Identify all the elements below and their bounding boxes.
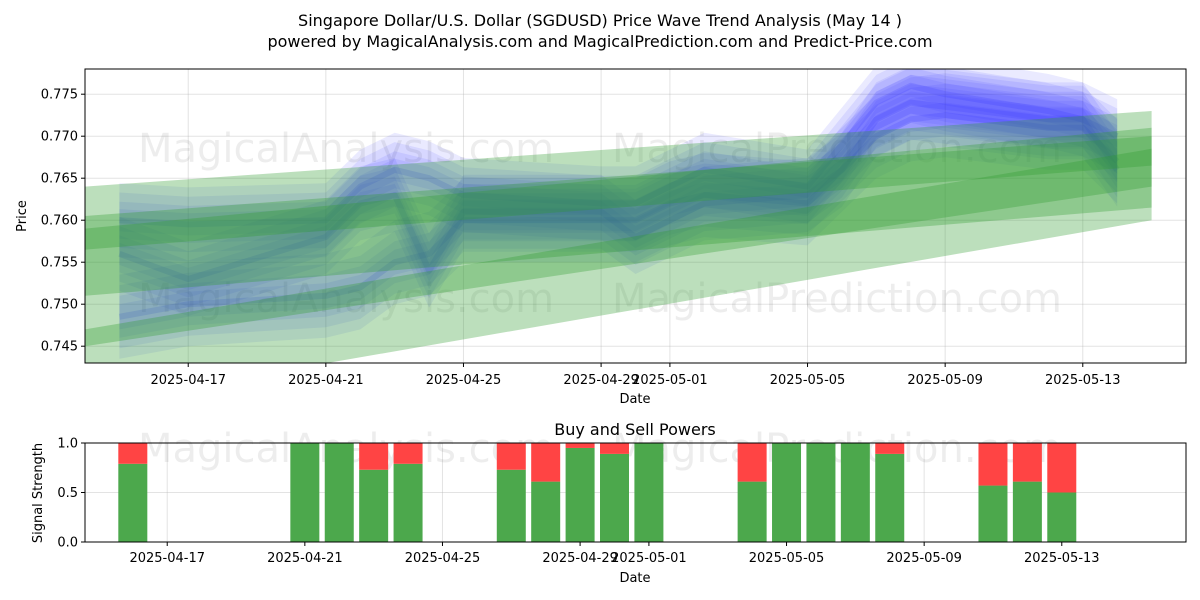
price-x-tick-label: 2025-04-17: [150, 373, 226, 388]
buy-bar: [393, 463, 423, 542]
buy-bar: [737, 481, 767, 542]
sell-bar: [118, 443, 148, 464]
buy-bar: [875, 453, 905, 542]
price-y-tick-label: 0.745: [41, 340, 78, 355]
price-y-axis-label: Price: [15, 200, 30, 232]
signal-y-tick-label: 0.5: [57, 486, 78, 501]
price-wave-panel: MagicalAnalysis.com MagicalPrediction.co…: [15, 68, 1187, 407]
buy-bar: [600, 453, 629, 542]
buy-bar: [1012, 481, 1042, 542]
buy-bar: [978, 485, 1008, 542]
buy-bar: [840, 443, 870, 542]
buy-bar: [565, 447, 595, 542]
sell-bar: [565, 443, 595, 448]
price-x-tick-label: 2025-04-29: [563, 373, 639, 388]
buy-sell-title: Buy and Sell Powers: [554, 420, 716, 439]
signal-x-tick-label: 2025-05-05: [749, 551, 825, 566]
price-y-tick-label: 0.760: [41, 214, 78, 229]
sell-bar: [359, 443, 389, 470]
blue-wave-band: [119, 69, 1118, 316]
buy-bar: [772, 443, 802, 542]
watermark-prediction-mid: MagicalPrediction.com: [612, 276, 1062, 322]
sell-bar: [496, 443, 526, 470]
price-y-tick-label: 0.750: [41, 298, 78, 313]
blue-wave-band: [119, 69, 1118, 262]
price-x-tick-label: 2025-05-09: [907, 373, 983, 388]
signal-x-tick-label: 2025-04-17: [129, 551, 205, 566]
blue-wave-band: [119, 74, 1118, 307]
signal-x-ticks: 2025-04-17 2025-04-21 2025-04-25 2025-04-29…: [129, 542, 1100, 566]
price-x-axis-label: Date: [619, 392, 650, 407]
green-trend-band: [85, 111, 1152, 296]
blue-wave-line: [118, 112, 1120, 320]
signal-y-ticks: 0.0 0.5 1.0: [57, 437, 85, 551]
signal-x-tick-label: 2025-05-01: [611, 551, 687, 566]
buy-bar: [118, 463, 148, 542]
price-x-tick-label: 2025-05-01: [632, 373, 708, 388]
sell-bar: [531, 443, 561, 482]
green-trend-band: [85, 127, 1152, 347]
buy-bar: [324, 443, 354, 542]
blue-wave-band: [119, 69, 1118, 253]
sell-bar: [737, 443, 767, 482]
price-y-tick-label: 0.770: [41, 130, 78, 145]
buy-bar: [359, 469, 389, 542]
buy-bar: [634, 443, 664, 542]
price-y-ticks: 0.745 0.750 0.755 0.760 0.765 0.770 0.775: [41, 88, 85, 355]
sell-bar: [393, 443, 423, 464]
blue-wave-line: [118, 99, 1120, 282]
buy-sell-panel: Buy and Sell Powers MagicalAnalysis.com …: [31, 420, 1187, 586]
price-x-tick-label: 2025-05-05: [770, 373, 846, 388]
price-x-tick-label: 2025-04-25: [426, 373, 502, 388]
chart-title: Singapore Dollar/U.S. Dollar (SGDUSD) Pr…: [298, 11, 902, 30]
watermark-prediction-top: MagicalPrediction.com: [612, 126, 1062, 172]
sell-bar: [600, 443, 629, 454]
buy-bar: [496, 469, 526, 542]
signal-x-tick-label: 2025-04-21: [267, 551, 343, 566]
watermark-analysis-top: MagicalAnalysis.com: [138, 126, 554, 172]
blue-wave-band: [119, 74, 1118, 236]
signal-x-tick-label: 2025-04-25: [405, 551, 481, 566]
chart-subtitle: powered by MagicalAnalysis.com and Magic…: [267, 32, 932, 51]
sell-bar: [875, 443, 905, 454]
blue-wave-band: [119, 94, 1118, 338]
buy-bar: [290, 443, 320, 542]
price-watermarks: MagicalAnalysis.com MagicalPrediction.co…: [138, 126, 1062, 322]
blue-wave-band: [119, 84, 1118, 298]
green-trend-band: [85, 148, 1152, 363]
watermark-analysis-mid: MagicalAnalysis.com: [138, 276, 554, 322]
price-x-tick-label: 2025-04-21: [288, 373, 364, 388]
signal-y-tick-label: 0.0: [57, 536, 78, 551]
sell-bar: [978, 443, 1008, 486]
signal-y-tick-label: 1.0: [57, 437, 78, 452]
price-plot-frame: [84, 68, 1187, 364]
price-y-tick-label: 0.755: [41, 256, 78, 271]
blue-wave-band: [119, 69, 1118, 243]
blue-wave-band: [119, 102, 1118, 330]
price-x-ticks: 2025-04-17 2025-04-21 2025-04-25 2025-04-29…: [150, 363, 1121, 388]
buy-bar: [806, 443, 836, 542]
buy-bar: [531, 481, 561, 542]
signal-x-tick-label: 2025-04-29: [542, 551, 618, 566]
signal-x-tick-label: 2025-05-13: [1024, 551, 1100, 566]
signal-y-axis-label: Signal Strength: [31, 443, 46, 543]
signal-x-tick-label: 2025-05-09: [886, 551, 962, 566]
blue-wave-band: [119, 83, 1118, 349]
blue-wave-band: [119, 73, 1118, 359]
sell-bar: [1047, 443, 1077, 493]
blue-wave-line: [119, 82, 1119, 228]
sell-bar: [1012, 443, 1042, 482]
price-y-tick-label: 0.765: [41, 172, 78, 187]
signal-x-axis-label: Date: [619, 571, 650, 586]
buy-bar: [1047, 492, 1077, 542]
green-trend-band: [85, 136, 1152, 250]
price-grid: [85, 69, 1186, 363]
blue-wave-band: [119, 91, 1118, 291]
price-x-tick-label: 2025-05-13: [1045, 373, 1121, 388]
price-bands: [85, 69, 1152, 363]
signal-bars: [118, 443, 1077, 542]
price-y-tick-label: 0.775: [41, 88, 78, 103]
